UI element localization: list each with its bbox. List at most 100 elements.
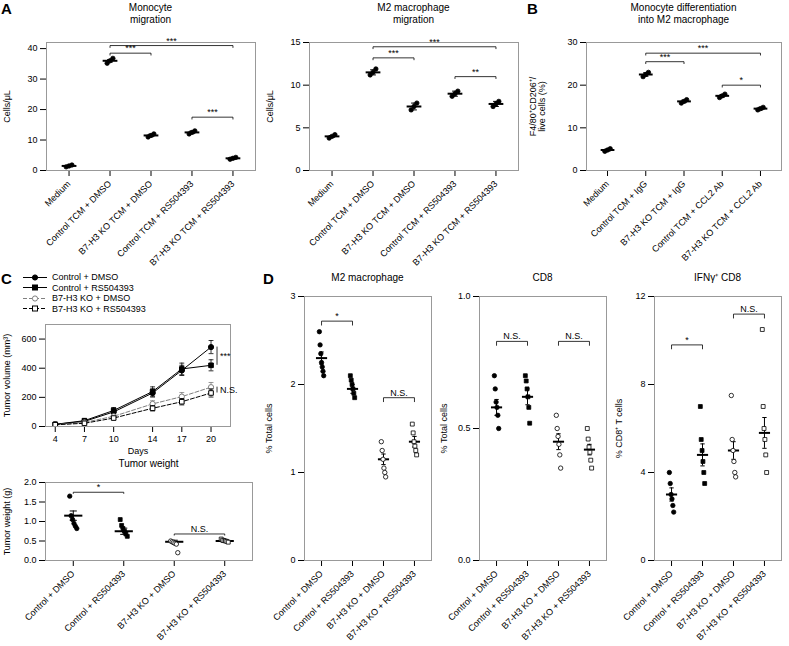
svg-text:N.S.: N.S. [565, 331, 583, 341]
svg-text:Control + RS504393: Control + RS504393 [641, 568, 706, 634]
svg-text:Control TCM + IgG: Control TCM + IgG [588, 178, 650, 240]
svg-text:*: * [335, 311, 339, 321]
svg-text:B7-H3 KO TCM + RS504393: B7-H3 KO TCM + RS504393 [411, 179, 500, 268]
svg-text:***: *** [166, 36, 177, 46]
svg-text:7: 7 [82, 434, 87, 444]
svg-text:0: 0 [640, 555, 645, 565]
svg-text:B7-H3 KO + DMSO: B7-H3 KO + DMSO [675, 569, 737, 631]
svg-text:B7-H3 KO + RS504393: B7-H3 KO + RS504393 [695, 569, 768, 642]
svg-text:***: *** [388, 48, 399, 58]
svg-text:0: 0 [295, 165, 300, 175]
svg-text:10: 10 [27, 135, 37, 145]
svg-text:Control TCM + DMSO: Control TCM + DMSO [307, 179, 376, 248]
svg-text:Control + DMSO: Control + DMSO [271, 568, 325, 623]
svg-text:20: 20 [27, 104, 37, 114]
svg-text:Tumor weight (g): Tumor weight (g) [2, 488, 12, 556]
svg-text:0: 0 [572, 165, 577, 175]
svg-text:3: 3 [290, 291, 295, 301]
svg-text:B7-H3 KO + RS504393: B7-H3 KO + RS504393 [345, 569, 418, 642]
svg-text:B7-H3 KO TCM + IgG: B7-H3 KO TCM + IgG [618, 179, 687, 248]
svg-text:0.5: 0.5 [24, 536, 37, 546]
html-text:Monocyte migration: Monocyte migration [128, 2, 173, 25]
svg-text:Medium: Medium [581, 179, 611, 209]
svg-text:B7-H3 KO + DMSO: B7-H3 KO + DMSO [325, 569, 387, 631]
svg-text:*: * [97, 482, 101, 492]
svg-text:N.S.: N.S. [503, 331, 521, 341]
svg-text:15: 15 [290, 37, 300, 47]
svg-text:B7-H3 KO TCM + RS504393: B7-H3 KO TCM + RS504393 [148, 179, 237, 268]
html-text:Monocyte differentiation into: Monocyte differentiation into M2 macroph… [630, 2, 737, 25]
svg-text:B7-H3 KO TCM + CCL2 Ab: B7-H3 KO TCM + CCL2 Ab [680, 179, 764, 263]
svg-text:Control + DMSO: Control + DMSO [621, 568, 675, 623]
svg-text:***: *** [207, 107, 218, 117]
svg-text:Control TCM + RS504393: Control TCM + RS504393 [115, 179, 195, 259]
svg-text:% CD8⁺ T cells: % CD8⁺ T cells [614, 398, 624, 458]
svg-text:20: 20 [567, 80, 577, 90]
svg-text:***: *** [698, 43, 709, 53]
svg-text:1.0: 1.0 [458, 291, 471, 301]
svg-text:1: 1 [290, 467, 295, 477]
svg-text:Tumor volume (mm³): Tumor volume (mm³) [2, 334, 12, 418]
svg-text:*: * [740, 75, 744, 85]
svg-text:200: 200 [21, 392, 36, 402]
svg-text:20: 20 [206, 434, 216, 444]
svg-text:B7-H3 KO + DMSO: B7-H3 KO + DMSO [115, 568, 178, 632]
svg-text:Control + RS504393: Control + RS504393 [466, 568, 531, 634]
svg-text:% Total cells: % Total cells [439, 403, 449, 453]
svg-text:Control + DMSO: Control + DMSO [23, 569, 77, 623]
svg-text:B7-H3 KO + RS504393: B7-H3 KO + RS504393 [155, 569, 228, 642]
svg-text:30: 30 [27, 74, 37, 84]
svg-text:10: 10 [109, 434, 119, 444]
svg-text:***: *** [220, 351, 231, 361]
svg-text:Medium: Medium [306, 179, 336, 209]
svg-text:1.5: 1.5 [24, 497, 37, 507]
svg-text:14: 14 [148, 434, 158, 444]
svg-text:Days: Days [128, 446, 149, 456]
svg-text:0: 0 [32, 165, 37, 175]
svg-text:0.5: 0.5 [458, 423, 471, 433]
svg-text:10: 10 [290, 80, 300, 90]
svg-text:12: 12 [635, 291, 645, 301]
svg-text:0: 0 [31, 421, 36, 431]
svg-text:**: ** [472, 67, 480, 77]
svg-text:0.0: 0.0 [24, 555, 37, 565]
svg-text:Control + DMSO: Control + DMSO [446, 568, 500, 623]
svg-text:***: *** [429, 37, 440, 47]
svg-text:17: 17 [177, 434, 187, 444]
svg-text:0.0: 0.0 [458, 555, 471, 565]
svg-text:400: 400 [21, 363, 36, 373]
html-text:M2 macrophage migration: M2 macrophage migration [377, 2, 450, 25]
svg-text:B7-H3 KO + DMSO: B7-H3 KO + DMSO [500, 569, 562, 631]
svg-text:8: 8 [640, 379, 645, 389]
svg-text:Cells/μL: Cells/μL [265, 90, 275, 123]
svg-text:10: 10 [567, 123, 577, 133]
svg-text:B7-H3 KO + RS504393: B7-H3 KO + RS504393 [520, 569, 593, 642]
svg-text:Control + RS504393: Control + RS504393 [291, 568, 356, 634]
svg-text:Control TCM + CCL2 Ab: Control TCM + CCL2 Ab [650, 179, 726, 255]
svg-text:N.S.: N.S. [191, 524, 209, 534]
svg-text:Cells/μL: Cells/μL [2, 90, 12, 123]
svg-text:***: *** [125, 43, 136, 53]
svg-text:% Total cells: % Total cells [264, 403, 274, 453]
svg-text:N.S.: N.S. [740, 304, 758, 314]
svg-text:N.S.: N.S. [390, 388, 408, 398]
svg-text:4: 4 [640, 467, 645, 477]
svg-text:30: 30 [567, 37, 577, 47]
svg-text:B7-H3 KO TCM + DMSO: B7-H3 KO TCM + DMSO [77, 179, 155, 257]
svg-text:2: 2 [290, 379, 295, 389]
svg-text:4: 4 [53, 434, 58, 444]
svg-text:B7-H3 KO TCM + DMSO: B7-H3 KO TCM + DMSO [340, 179, 418, 257]
svg-text:0: 0 [290, 555, 295, 565]
svg-text:2.0: 2.0 [24, 477, 37, 487]
svg-text:Control TCM + DMSO: Control TCM + DMSO [44, 179, 113, 248]
svg-text:5: 5 [295, 123, 300, 133]
svg-text:Control TCM + RS504393: Control TCM + RS504393 [378, 179, 458, 259]
svg-text:Medium: Medium [43, 179, 73, 209]
svg-text:600: 600 [21, 334, 36, 344]
svg-text:N.S.: N.S. [220, 385, 238, 395]
svg-text:1.0: 1.0 [24, 516, 37, 526]
svg-text:40: 40 [27, 43, 37, 53]
svg-text:*: * [685, 335, 689, 345]
svg-text:Control + RS504393: Control + RS504393 [62, 568, 128, 634]
svg-text:F4/80⁺CD206⁺/live cells (%): F4/80⁺CD206⁺/live cells (%) [528, 76, 547, 136]
